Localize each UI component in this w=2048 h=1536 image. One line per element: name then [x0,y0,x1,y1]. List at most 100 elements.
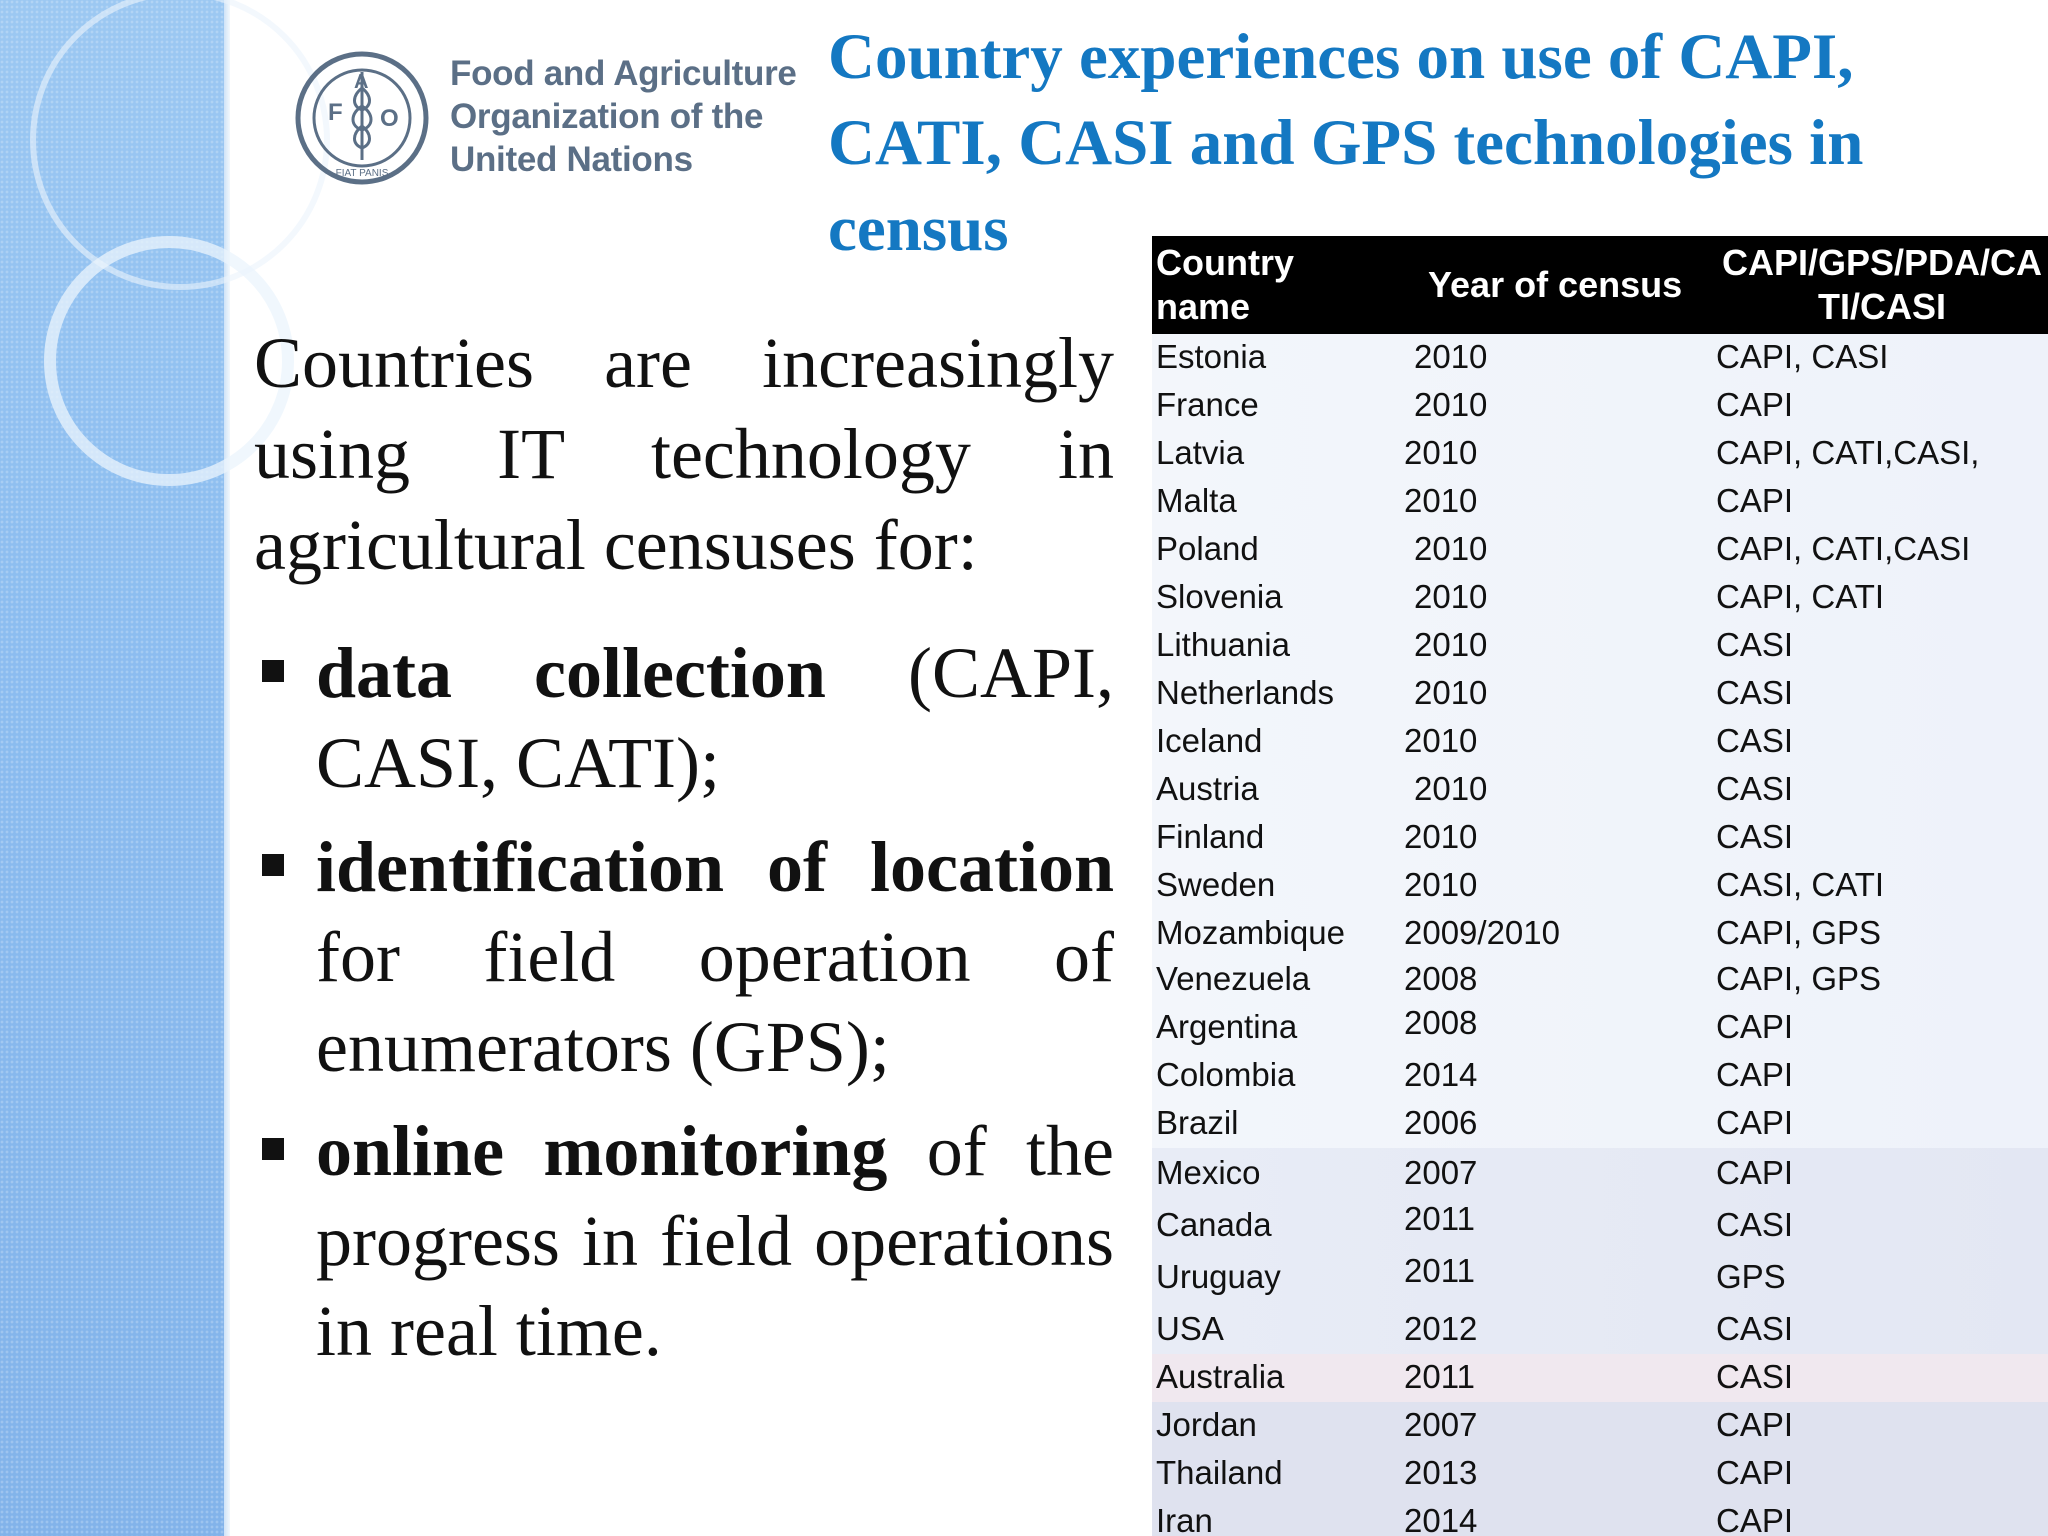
cell-year: 2007 [1404,1154,1478,1191]
cell-country: Malta [1156,482,1237,519]
cell-year: 2009/2010 [1404,914,1560,951]
title-line: CATI, CASI and GPS technologies in [828,107,1864,179]
org-name-line: Food and Agriculture [450,54,797,93]
logo-motto: FIAT PANIS [336,168,389,179]
cell-country: Mozambique [1156,914,1345,951]
cell-year: 2010 [1414,770,1488,807]
header-technology: CAPI/GPS/PDA/CA TI/CASI [1721,242,2043,327]
intro-paragraph: Countries are increasingly using IT tech… [254,323,1114,585]
cell-technology: CASI [1716,1206,1794,1243]
cell-technology: CAPI [1716,482,1794,519]
cell-country: Sweden [1156,866,1276,903]
cell-year: 2008 [1404,1004,1478,1041]
cell-technology: CASI [1716,1310,1794,1347]
cell-technology: CAPI [1716,1056,1794,1093]
cell-year: 2010 [1404,722,1478,759]
bullet-text: (CAPI, CASI, CATI); [316,633,1114,803]
cell-country: Brazil [1156,1104,1239,1141]
cell-technology: CAPI [1716,1154,1794,1191]
cell-year: 2010 [1414,386,1488,423]
cell-country: Poland [1156,530,1259,567]
logo-letter-o: O [380,105,399,132]
cell-country: Lithuania [1156,626,1290,663]
cell-technology: CAPI [1716,1454,1794,1491]
cell-technology: CAPI [1716,386,1794,423]
cell-technology: CASI [1716,818,1794,855]
square-bullet-icon [262,660,284,682]
cell-year: 2010 [1404,866,1478,903]
title-line: Country experiences on use of CAPI, [828,21,1854,93]
cell-country: Estonia [1156,338,1267,375]
cell-country: Uruguay [1156,1258,1281,1295]
cell-technology: CAPI, GPS [1716,914,1882,951]
bullet-bold-text: identification of location [316,827,1114,907]
cell-year: 2011 [1404,1358,1475,1395]
bullet-item: online monitoring of the progress in fie… [254,1106,1114,1376]
bullet-text: of the progress in field operations in r… [316,1111,1114,1371]
header-country: Country name [1156,242,1294,327]
square-bullet-icon [262,854,284,876]
cell-country: Mexico [1156,1154,1261,1191]
cell-year: 2007 [1404,1406,1478,1443]
cell-country: USA [1156,1310,1224,1347]
table-header: Country name Year of census CAPI/GPS/PDA… [1152,236,2048,334]
cell-technology: CAPI [1716,1502,1794,1536]
cell-country: Finland [1156,818,1265,855]
cell-year: 2010 [1404,482,1478,519]
cell-country: Iceland [1156,722,1263,759]
cell-year: 2006 [1404,1104,1478,1141]
cell-technology: CAPI [1716,1008,1794,1045]
cell-year: 2012 [1404,1310,1478,1347]
square-bullet-icon [262,1138,284,1160]
cell-technology: CAPI, CASI [1716,338,1889,375]
cell-technology: CAPI [1716,1406,1794,1443]
cell-technology: CAPI, CATI,CASI [1716,530,1971,567]
bullet-item: identification of location for field ope… [254,822,1114,1092]
fao-logo: F A O FIAT PANIS [295,51,429,185]
bullet-item: data collection (CAPI, CASI, CATI); [254,628,1114,808]
cell-technology: CASI, CATI [1716,866,1885,903]
cell-country: Colombia [1156,1056,1296,1093]
cell-technology: CAPI, CATI,CASI, [1716,434,1980,471]
cell-country: Netherlands [1156,674,1334,711]
cell-country: France [1156,386,1259,423]
cell-country: Argentina [1156,1008,1298,1045]
org-name-line: United Nations [450,140,693,179]
bullet-text: for field operation of enumerators (GPS)… [316,917,1114,1087]
cell-technology: GPS [1716,1258,1786,1295]
header-year: Year of census [1428,264,1683,305]
cell-technology: CASI [1716,770,1794,807]
organization-name: Food and Agriculture Organization of the… [450,52,797,181]
cell-country: Austria [1156,770,1259,807]
org-name-line: Organization of the [450,97,764,136]
title-line: census [828,193,1009,265]
cell-technology: CASI [1716,674,1794,711]
cell-year: 2010 [1414,674,1488,711]
cell-technology: CASI [1716,1358,1794,1395]
cell-country: Latvia [1156,434,1245,471]
cell-country: Jordan [1156,1406,1257,1443]
cell-year: 2010 [1414,530,1488,567]
cell-technology: CASI [1716,722,1794,759]
cell-technology: CAPI [1716,1104,1794,1141]
cell-year: 2010 [1414,626,1488,663]
side-band-edge [224,0,230,1536]
cell-country: Slovenia [1156,578,1283,615]
cell-technology: CAPI, CATI [1716,578,1885,615]
census-technology-table: Country name Year of census CAPI/GPS/PDA… [1152,236,2048,1536]
cell-year: 2014 [1404,1502,1478,1536]
bullet-list: data collection (CAPI, CASI, CATI); iden… [254,628,1114,1390]
bullet-bold-text: data collection [316,633,826,713]
cell-country: Venezuela [1156,960,1311,997]
logo-letter-a: A [354,71,368,93]
cell-year: 2014 [1404,1056,1478,1093]
cell-country: Canada [1156,1206,1272,1243]
cell-year: 2010 [1414,578,1488,615]
cell-country: Thailand [1156,1454,1283,1491]
logo-letter-f: F [328,99,343,126]
cell-technology: CAPI, GPS [1716,960,1882,997]
bullet-bold-text: online monitoring [316,1111,888,1191]
cell-year: 2011 [1404,1252,1475,1289]
cell-year: 2010 [1404,818,1478,855]
cell-year: 2013 [1404,1454,1478,1491]
